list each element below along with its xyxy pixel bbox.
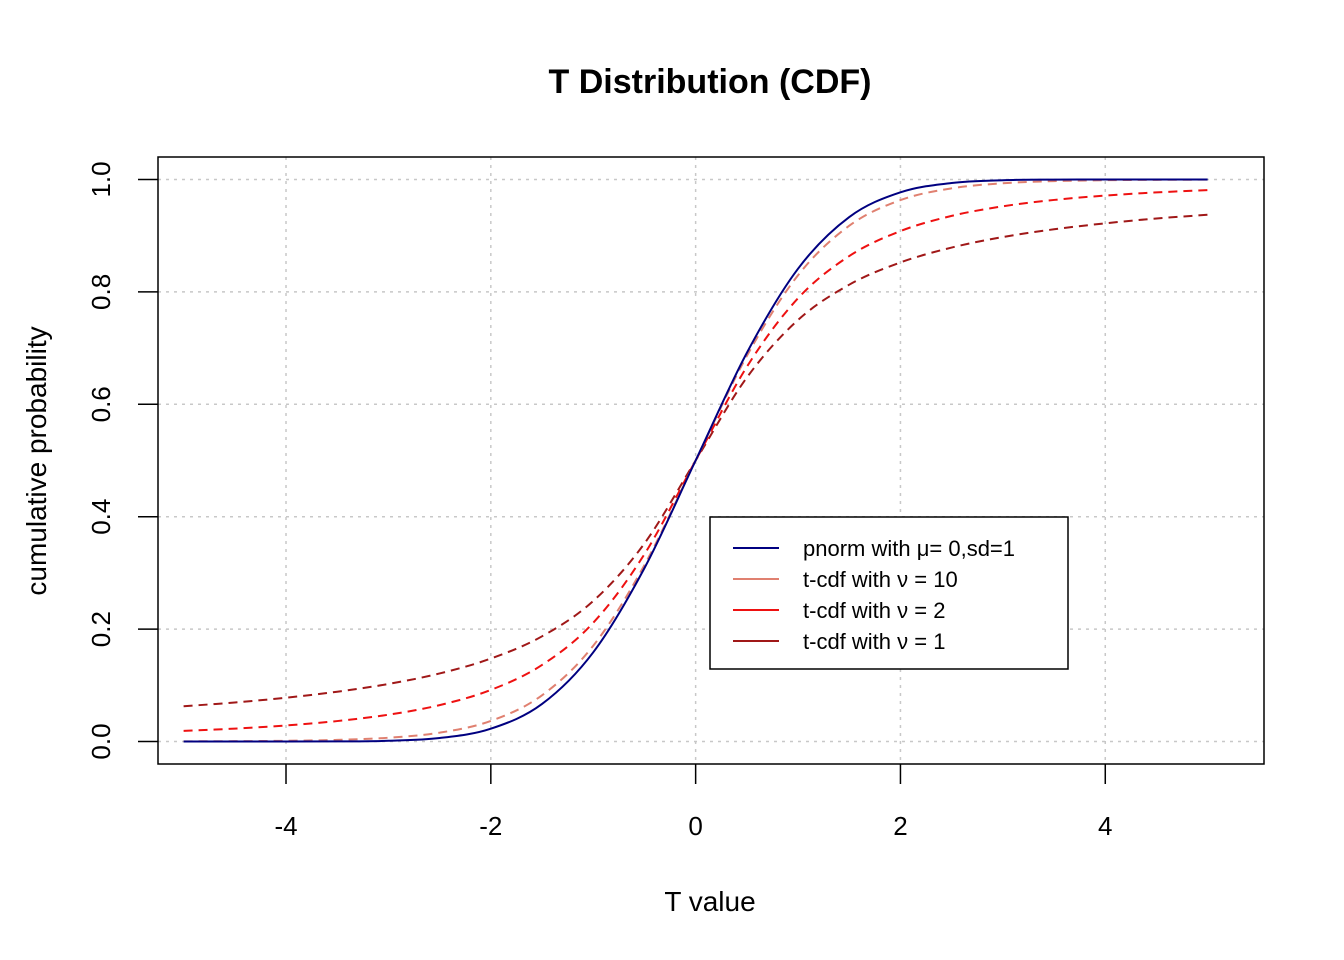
legend-label-0: pnorm with μ= 0,sd=1 [803, 536, 1015, 561]
x-tick-label-1: -2 [479, 811, 502, 841]
legend-label-2: t-cdf with ν = 2 [803, 598, 945, 623]
legend-label-3: t-cdf with ν = 1 [803, 629, 945, 654]
series-line-0 [183, 178, 1208, 743]
y-tick-label-4: 0.8 [86, 274, 116, 310]
x-tick-label-4: 4 [1098, 811, 1112, 841]
chart-title: T Distribution (CDF) [549, 63, 872, 101]
y-tick-label-5: 1.0 [86, 161, 116, 197]
plot-lines [183, 178, 1208, 743]
x-tick-label-2: 0 [688, 811, 702, 841]
y-tick-label-0: 0.0 [86, 723, 116, 759]
x-axis-label: T value [664, 886, 755, 917]
y-tick-label-3: 0.6 [86, 386, 116, 422]
x-tick-label-0: -4 [274, 811, 297, 841]
y-axis-label: cumulative probability [21, 326, 52, 595]
legend: pnorm with μ= 0,sd=1 t-cdf with ν = 10 t-c… [709, 516, 1069, 670]
y-tick-label-1: 0.2 [86, 611, 116, 647]
legend-label-1: t-cdf with ν = 10 [803, 567, 958, 592]
plot-frame [157, 156, 1265, 765]
x-tick-label-3: 2 [893, 811, 907, 841]
series-line-2 [183, 189, 1208, 732]
y-tick-label-2: 0.4 [86, 499, 116, 535]
legend-box [709, 516, 1069, 670]
grid [158, 157, 1264, 764]
axes: -4 -2 0 2 4 0.0 0.2 0.4 0.6 0.8 1.0 [86, 161, 1113, 841]
